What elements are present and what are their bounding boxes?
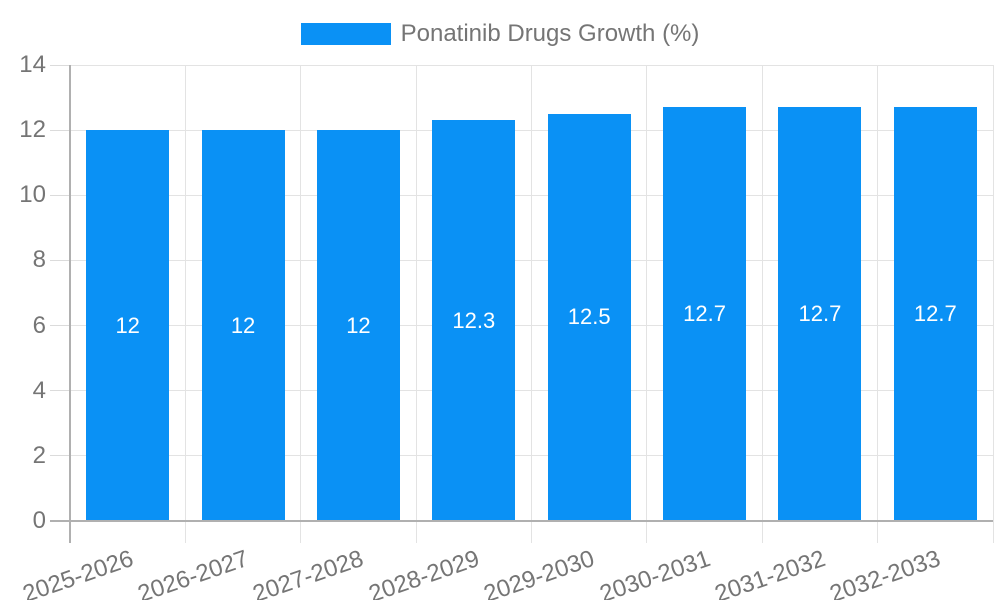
bar (547, 113, 631, 521)
v-gridline (415, 65, 417, 543)
y-axis-line (69, 65, 71, 543)
v-gridline (531, 65, 532, 543)
y-tick (50, 390, 70, 392)
y-tick-label: 10 (19, 181, 46, 209)
y-tick (50, 194, 70, 196)
bar-value-label: 12.7 (798, 301, 842, 327)
plot-area: 0 2 4 6 8 10 12 14 12 2025-2026 12 2026-2027 12 2027-… (19, 51, 994, 600)
y-tick-label: 0 (32, 507, 46, 534)
bar (893, 107, 977, 521)
bar-value-label: 12 (230, 312, 256, 338)
bar-value-label: 12.3 (452, 307, 496, 333)
y-tick-label: 14 (19, 51, 46, 78)
bar (432, 120, 516, 521)
x-axis-line (70, 520, 993, 522)
legend: Ponatinib Drugs Growth (%) (0, 20, 1000, 48)
y-tick-label: 12 (19, 116, 46, 144)
y-tick (50, 325, 70, 327)
v-gridline (761, 65, 763, 543)
v-gridline (877, 65, 879, 543)
bar-value-label: 12.7 (913, 301, 957, 327)
legend-swatch (300, 23, 391, 45)
y-tick (50, 64, 70, 66)
v-gridline (992, 65, 994, 543)
y-tick (50, 520, 70, 522)
v-gridline (646, 65, 648, 543)
bar-value-label: 12.7 (683, 301, 726, 327)
bar (778, 107, 862, 521)
legend-label: Ponatinib Drugs Growth (%) (400, 20, 700, 47)
bar (316, 130, 400, 521)
v-gridline (300, 65, 302, 543)
y-tick (50, 259, 70, 261)
v-gridline (184, 65, 186, 543)
bar (86, 130, 170, 521)
y-tick-label: 4 (32, 376, 46, 404)
bar-value-label: 12 (346, 312, 371, 338)
y-tick (50, 455, 70, 457)
y-tick-label: 2 (32, 441, 46, 469)
y-tick (50, 129, 70, 131)
bar (201, 130, 285, 521)
bar-value-label: 12 (115, 312, 140, 338)
bar-value-label: 12.5 (567, 304, 611, 330)
bar (663, 107, 747, 521)
y-tick-label: 8 (32, 246, 46, 274)
y-tick-label: 6 (32, 311, 46, 339)
